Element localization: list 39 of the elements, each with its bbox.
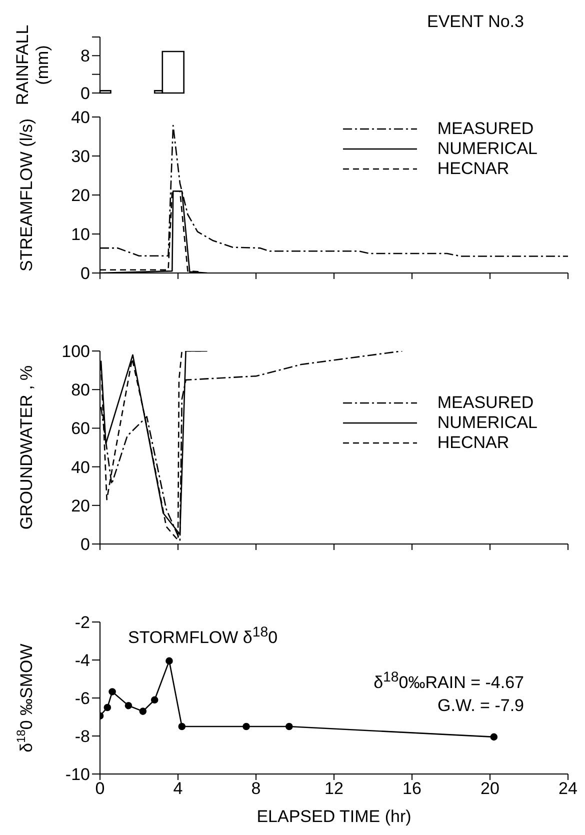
chart-title: STORMFLOW δ$^{18}$0 — [128, 624, 278, 647]
x-tick-label: 4 — [173, 779, 183, 798]
y-axis-title: GROUNDWATER , % — [17, 365, 36, 530]
y-tick-label: -2 — [74, 613, 90, 632]
text: EVENT No.3 — [426, 12, 524, 31]
y-tick-label: -10 — [65, 765, 90, 784]
y-tick-label: 0 — [80, 264, 90, 284]
annotation: G.W. = -7.9 — [438, 696, 524, 715]
y-tick-label: -8 — [74, 727, 90, 746]
y-tick-label: 30 — [71, 147, 90, 166]
x-tick-label: 8 — [251, 779, 261, 798]
y-tick-label: 40 — [71, 108, 90, 128]
x-tick-label: 12 — [324, 779, 344, 798]
y-axis-title: RAINFALL (mm) — [13, 24, 52, 106]
y-tick-label: 100 — [62, 342, 90, 362]
y-tick-label: -4 — [74, 651, 90, 670]
x-tick-label: 16 — [402, 779, 422, 798]
y-tick-label: 20 — [71, 186, 90, 206]
legend-label: NUMERICAL — [437, 412, 538, 432]
y-tick-label: -6 — [74, 689, 90, 708]
y-tick-label: 60 — [71, 419, 90, 438]
y-tick-label: 0 — [80, 535, 90, 554]
y-tick-label: 40 — [71, 458, 90, 477]
y-tick-label: 20 — [71, 496, 90, 516]
x-tick-label: 24 — [558, 779, 578, 798]
legend-label: MEASURED — [437, 392, 534, 412]
y-tick-label: 0 — [80, 84, 90, 104]
annotation: δ$^{18}$0‰RAIN = -4.67 — [374, 669, 524, 692]
x-tick-label: 20 — [480, 779, 500, 798]
y-tick-label: 80 — [71, 380, 90, 400]
x-axis-title: ELAPSED TIME (hr) — [256, 807, 412, 826]
y-axis-title: STREAMFLOW (l/s) — [17, 118, 36, 272]
legend-label: HECNAR — [437, 159, 510, 179]
legend-label: HECNAR — [437, 432, 510, 452]
legend-label: NUMERICAL — [437, 139, 538, 159]
x-tick-label: 0 — [95, 779, 105, 798]
legend-label: MEASURED — [437, 119, 534, 139]
y-tick-label: 10 — [71, 225, 90, 244]
y-tick-label: 8 — [80, 46, 90, 66]
